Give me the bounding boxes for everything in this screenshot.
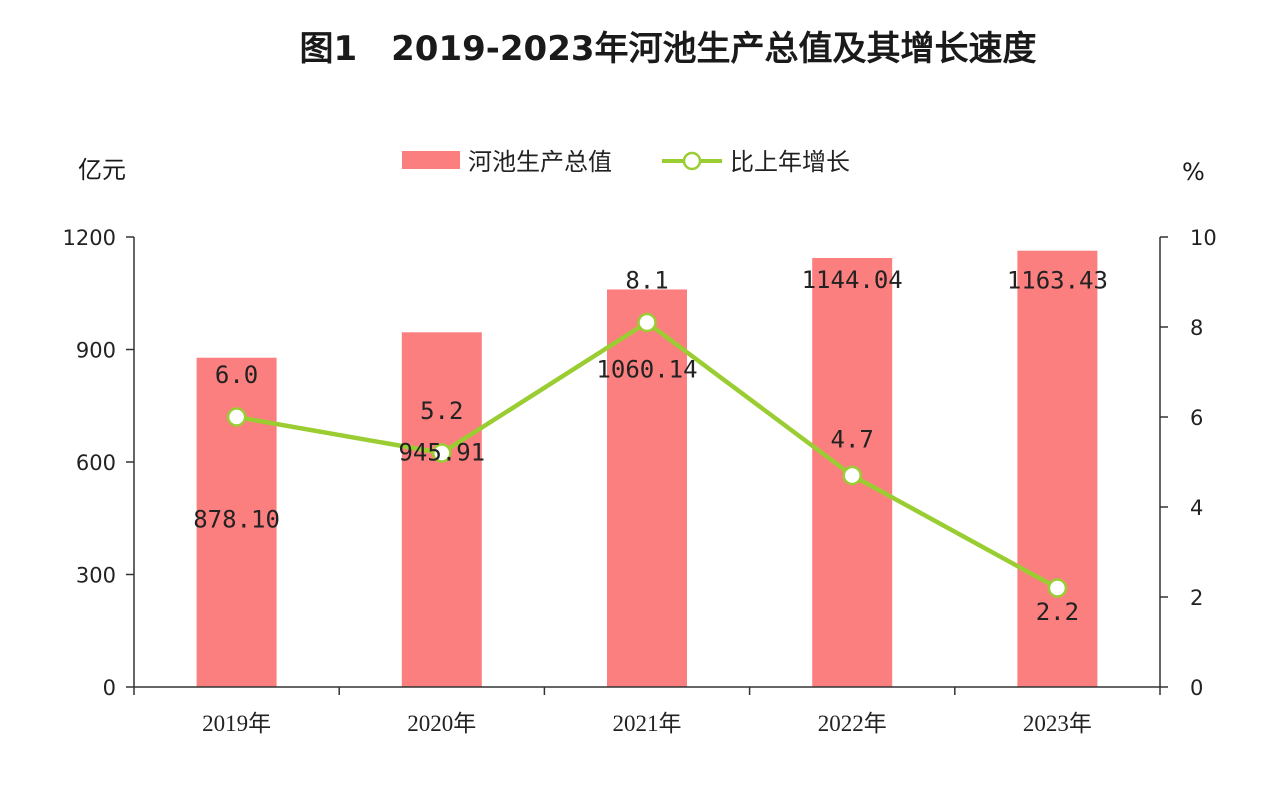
bar-value-label-4: 1163.43 — [1007, 267, 1108, 295]
y-left-tick-label-3: 900 — [76, 339, 116, 363]
bar-2 — [607, 289, 687, 687]
y-right-tick-label-5: 10 — [1190, 226, 1217, 250]
chart-title: 图1 2019-2023年河池生产总值及其增长速度 — [299, 29, 1036, 69]
y-right-tick-label-0: 0 — [1190, 676, 1203, 700]
line-series — [226, 312, 1068, 598]
y-left-tick-label-0: 0 — [103, 676, 116, 700]
x-tick-label-4: 2023年 — [1023, 711, 1092, 736]
y-right-tick-label-4: 8 — [1190, 316, 1203, 340]
y-right-tick-label-2: 4 — [1190, 496, 1203, 520]
legend: 河池生产总值 比上年增长 — [402, 148, 850, 176]
legend-label-gdp: 河池生产总值 — [468, 148, 612, 176]
x-tick-label-3: 2022年 — [818, 711, 887, 736]
growth-point-1 — [432, 443, 452, 463]
x-tick-label-2: 2021年 — [613, 711, 682, 736]
growth-value-label-2: 8.1 — [625, 267, 668, 295]
legend-label-growth: 比上年增长 — [730, 148, 850, 176]
bar-value-label-1: 945.91 — [398, 438, 485, 466]
y-right-axis-label: % — [1182, 158, 1205, 186]
bar-4 — [1017, 250, 1098, 687]
y-left-tick-label-4: 1200 — [63, 226, 116, 250]
growth-value-label-3: 4.7 — [831, 426, 874, 454]
legend-marker-growth — [682, 151, 702, 171]
x-tick-label-0: 2019年 — [202, 711, 271, 736]
y-left-tick-label-1: 300 — [76, 564, 116, 588]
y-left-axis-label: 亿元 — [78, 156, 126, 184]
growth-point-0 — [226, 407, 247, 427]
growth-value-label-4: 2.2 — [1036, 598, 1079, 626]
data-labels: 878.10 945.91 1060.14 1144.04 1163.43 6.0 5.2 8… — [193, 266, 1108, 626]
growth-point-2 — [637, 312, 657, 333]
bar-series — [196, 250, 1098, 687]
bar-value-label-0: 878.10 — [193, 506, 280, 534]
bar-1 — [401, 332, 482, 687]
axes: 0 300 600 900 1200 0 2 4 6 8 10 2019年 2020年 2021年 2022… — [63, 226, 1217, 736]
x-tick-label-1: 2020年 — [407, 711, 476, 736]
bar-value-label-3: 1144.04 — [802, 266, 903, 294]
growth-value-label-1: 5.2 — [420, 397, 463, 425]
growth-point-4 — [1047, 578, 1068, 598]
growth-point-3 — [842, 465, 862, 486]
legend-swatch-gdp — [402, 151, 460, 169]
y-left-tick-label-2: 600 — [76, 451, 116, 475]
bar-value-label-2: 1060.14 — [596, 355, 697, 383]
growth-value-label-0: 6.0 — [215, 361, 258, 389]
y-right-tick-label-1: 2 — [1190, 586, 1203, 610]
y-right-tick-label-3: 6 — [1190, 406, 1203, 430]
